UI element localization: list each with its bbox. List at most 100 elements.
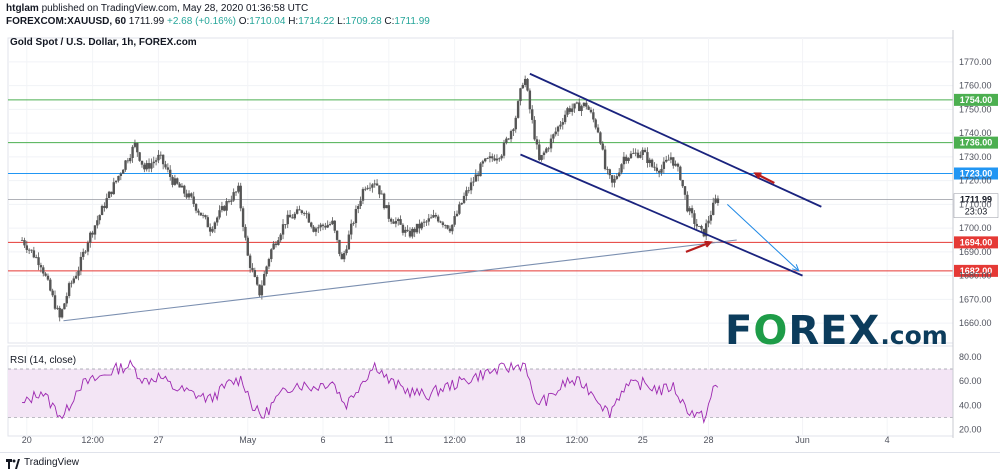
candle-body (594, 119, 597, 128)
candle-body (37, 257, 40, 266)
candle-body (467, 190, 470, 192)
level-tag-1694.00 (954, 236, 998, 249)
level-label: 1736.00 (960, 138, 993, 148)
candle-body (629, 153, 633, 159)
candle-body (220, 206, 224, 211)
y-tick-label: 1770.00 (959, 57, 992, 67)
candle-body (342, 253, 346, 260)
candle-body (599, 132, 602, 144)
candle-body (406, 229, 409, 231)
candle-body (552, 134, 555, 139)
candle-body (136, 142, 139, 153)
candle-body (70, 282, 73, 284)
ohlc-open-label: O: (238, 16, 250, 27)
red-arrow-lower (685, 240, 713, 253)
candle-body (580, 106, 583, 112)
candle-body (657, 170, 661, 173)
candle-body (49, 279, 52, 291)
candle-body (225, 201, 228, 211)
candle-body (531, 109, 534, 120)
candle-body (617, 172, 621, 177)
ohlc-close: 1711.99 (394, 16, 430, 27)
price-chart[interactable]: 1754.00 1736.00 1723.00 1694.00 1682.00 1711.… (0, 0, 1000, 452)
candle-body (502, 142, 506, 156)
candle-body (606, 168, 609, 170)
y-tick-label: 1720.00 (959, 176, 992, 186)
candle-body (131, 146, 134, 158)
y-tick-label: 1670.00 (959, 294, 992, 304)
candle-body (422, 221, 426, 223)
candle-body (53, 295, 57, 309)
candle-body (187, 193, 191, 198)
candle-body (507, 138, 510, 140)
candle-body (150, 163, 153, 169)
author-name[interactable]: htglam (6, 3, 39, 14)
candle-body (133, 142, 137, 147)
candle-body (578, 102, 581, 112)
level-label: 1682.00 (960, 266, 993, 276)
level-tag-1754.00 (954, 93, 998, 106)
candle-body (237, 185, 240, 192)
candle-body (528, 90, 532, 110)
candle-body (300, 210, 304, 214)
candle-body (359, 200, 362, 207)
candle-body (582, 102, 586, 107)
x-tick-label: 25 (638, 435, 648, 445)
candle-body (154, 160, 158, 162)
level-label: 1723.00 (960, 169, 993, 179)
candle-body (164, 164, 167, 168)
candle-body (639, 155, 642, 158)
candle-body (575, 102, 579, 104)
candle-body (566, 108, 569, 115)
channel-upper (529, 72, 822, 208)
candle-body (451, 224, 454, 232)
candle-body (568, 108, 572, 112)
candle-body (413, 228, 416, 233)
ohlc-low: 1709.28 (345, 16, 382, 27)
candle-body (613, 178, 616, 183)
candle-body (211, 229, 214, 232)
level-label: 1754.00 (960, 95, 993, 105)
candle-body (603, 149, 607, 169)
candle-body (126, 160, 130, 162)
candle-body (161, 154, 165, 165)
candle-body (208, 227, 212, 232)
candle-body (103, 205, 106, 208)
candle-body (561, 122, 564, 125)
candle-body (145, 163, 148, 170)
candle-body (84, 251, 87, 253)
candle-body (166, 167, 170, 170)
y-tick-label: 1660.00 (959, 318, 992, 328)
candle-body (681, 179, 684, 187)
candle-body (526, 78, 529, 91)
candle-body (368, 187, 372, 189)
candle-body (89, 232, 92, 243)
candle-body (484, 158, 487, 162)
candle-body (119, 173, 123, 176)
candle-body (157, 154, 160, 161)
candle-body (354, 209, 358, 224)
candle-body (338, 239, 341, 254)
candle-body (385, 205, 388, 209)
candle-body (223, 206, 226, 211)
candle-body (392, 221, 395, 224)
candle-body (86, 242, 90, 252)
candle-body (672, 157, 675, 166)
rsi-tick-label: 20.00 (959, 425, 982, 435)
candle-body (439, 221, 442, 223)
candle-body (286, 214, 289, 225)
candle-body (505, 138, 508, 143)
last-price: 1711.99 (128, 16, 165, 27)
ohlc-open: 1710.04 (249, 16, 286, 27)
candle-body (533, 119, 536, 140)
candle-body (190, 193, 193, 197)
candle-body (345, 249, 348, 254)
candle-body (173, 178, 177, 185)
ohlc-high-label: H: (288, 16, 299, 27)
tradingview-brand[interactable]: TradingView (24, 457, 80, 468)
candle-body (270, 249, 273, 260)
red-arrow-upper (753, 172, 775, 184)
y-tick-label: 1690.00 (959, 247, 992, 257)
candle-body (364, 188, 367, 190)
candle-body (180, 185, 184, 188)
